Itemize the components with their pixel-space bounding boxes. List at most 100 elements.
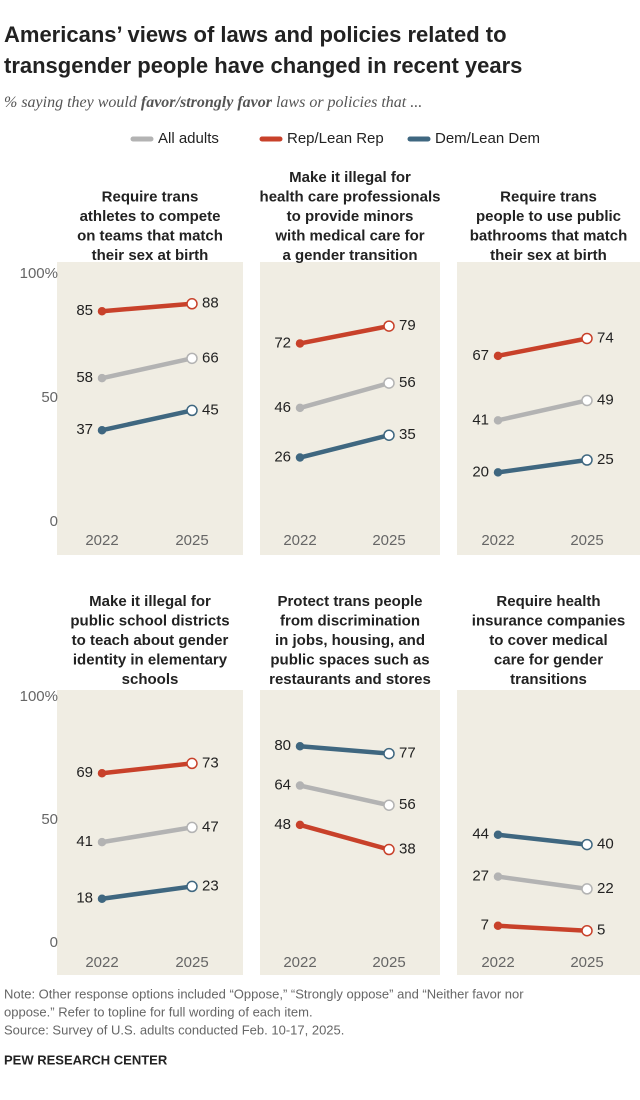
panel-background [260, 262, 440, 555]
data-label: 5 [597, 922, 605, 939]
panel-background [260, 690, 440, 975]
panel-title: public spaces such as [270, 651, 429, 668]
data-point [493, 351, 503, 361]
data-point [295, 453, 305, 462]
data-point [186, 352, 198, 365]
panel-title: identity in elementary [73, 651, 228, 668]
x-tick-label: 2025 [372, 532, 405, 549]
data-label: 69 [76, 764, 93, 781]
data-point [186, 880, 198, 893]
series-line [299, 783, 390, 808]
data-point [581, 394, 593, 407]
panel-title: people to use public [476, 208, 621, 225]
data-point [97, 306, 107, 316]
panel-title: Make it illegal for [289, 169, 411, 186]
panel-title: schools [122, 671, 179, 688]
title-line: transgender people have changed in recen… [4, 53, 522, 78]
data-label: 85 [76, 302, 93, 319]
x-tick-label: 2025 [175, 954, 208, 971]
series-line [101, 825, 193, 845]
data-label: 7 [481, 917, 489, 934]
data-label: 58 [76, 369, 93, 386]
data-point [97, 373, 107, 383]
series-line [497, 874, 588, 892]
data-point [383, 377, 395, 389]
panel-title: their sex at birth [92, 247, 209, 264]
x-tick-label: 2022 [481, 532, 514, 549]
panel-title: from discrimination [280, 612, 420, 629]
panel-title: Protect trans people [277, 593, 422, 610]
data-label: 37 [76, 421, 93, 438]
data-label: 35 [399, 426, 416, 443]
data-label: 41 [472, 411, 489, 428]
data-point [97, 894, 107, 903]
panel-title: care for gender [494, 651, 603, 668]
series-line [497, 832, 588, 847]
series-line [101, 408, 193, 433]
data-point [186, 757, 198, 770]
data-point [493, 416, 503, 425]
panel-title: bathrooms that match [470, 227, 628, 244]
data-point [97, 837, 107, 847]
data-point [581, 838, 593, 851]
data-point [581, 454, 593, 466]
data-point [97, 425, 107, 435]
data-label: 48 [274, 816, 291, 833]
panel-background [57, 262, 243, 555]
legend-label: Dem/Lean Dem [435, 130, 540, 147]
data-point [295, 741, 305, 751]
data-label: 64 [274, 777, 291, 794]
data-point [383, 747, 395, 760]
legend-label: All adults [158, 130, 219, 147]
y-tick-label: 50 [41, 389, 58, 406]
data-label: 49 [597, 391, 614, 408]
data-label: 72 [274, 334, 291, 351]
data-point [493, 468, 503, 477]
y-tick-label: 0 [50, 513, 58, 530]
data-label: 40 [597, 836, 614, 853]
legend-label: Rep/Lean Rep [287, 130, 384, 147]
data-point [97, 769, 107, 778]
data-label: 25 [597, 451, 614, 468]
data-label: 67 [472, 347, 489, 364]
panel-title: to provide minors [287, 208, 414, 225]
x-tick-label: 2022 [283, 532, 316, 549]
x-tick-label: 2022 [481, 954, 514, 971]
data-label: 77 [399, 745, 416, 762]
panel-title: health care professionals [260, 188, 441, 205]
data-label: 47 [202, 818, 219, 835]
data-label: 18 [76, 890, 93, 907]
data-point [295, 820, 305, 830]
data-point [383, 429, 395, 441]
footer: PEW RESEARCH CENTER [4, 1052, 168, 1067]
data-point [186, 298, 198, 310]
x-tick-label: 2025 [372, 954, 405, 971]
data-label: 45 [202, 401, 219, 418]
y-tick-label: 100% [20, 688, 58, 705]
panel-title: on teams that match [77, 227, 223, 244]
note-line: oppose.” Refer to topline for full wordi… [4, 1004, 313, 1019]
subtitle-part: laws or policies that ... [272, 94, 422, 111]
data-point [493, 921, 503, 931]
data-point [295, 339, 305, 348]
series-line [299, 380, 390, 411]
x-tick-label: 2022 [85, 532, 118, 549]
data-label: 56 [399, 374, 416, 391]
data-point [186, 821, 198, 834]
y-tick-label: 50 [41, 811, 58, 828]
series-line [101, 884, 193, 901]
data-point [493, 830, 503, 840]
data-label: 73 [202, 754, 219, 771]
y-tick-label: 0 [50, 934, 58, 951]
data-point [493, 872, 503, 881]
data-label: 56 [399, 796, 416, 813]
x-tick-label: 2025 [570, 954, 603, 971]
data-label: 66 [202, 349, 219, 366]
source: Source: Survey of U.S. adults conducted … [4, 1022, 344, 1037]
subtitle: % saying they would favor/strongly favor… [4, 94, 422, 111]
series-line [299, 743, 390, 756]
y-tick-label: 100% [20, 265, 58, 282]
title-line: Americans’ views of laws and policies re… [4, 22, 507, 47]
data-label: 74 [597, 329, 614, 346]
